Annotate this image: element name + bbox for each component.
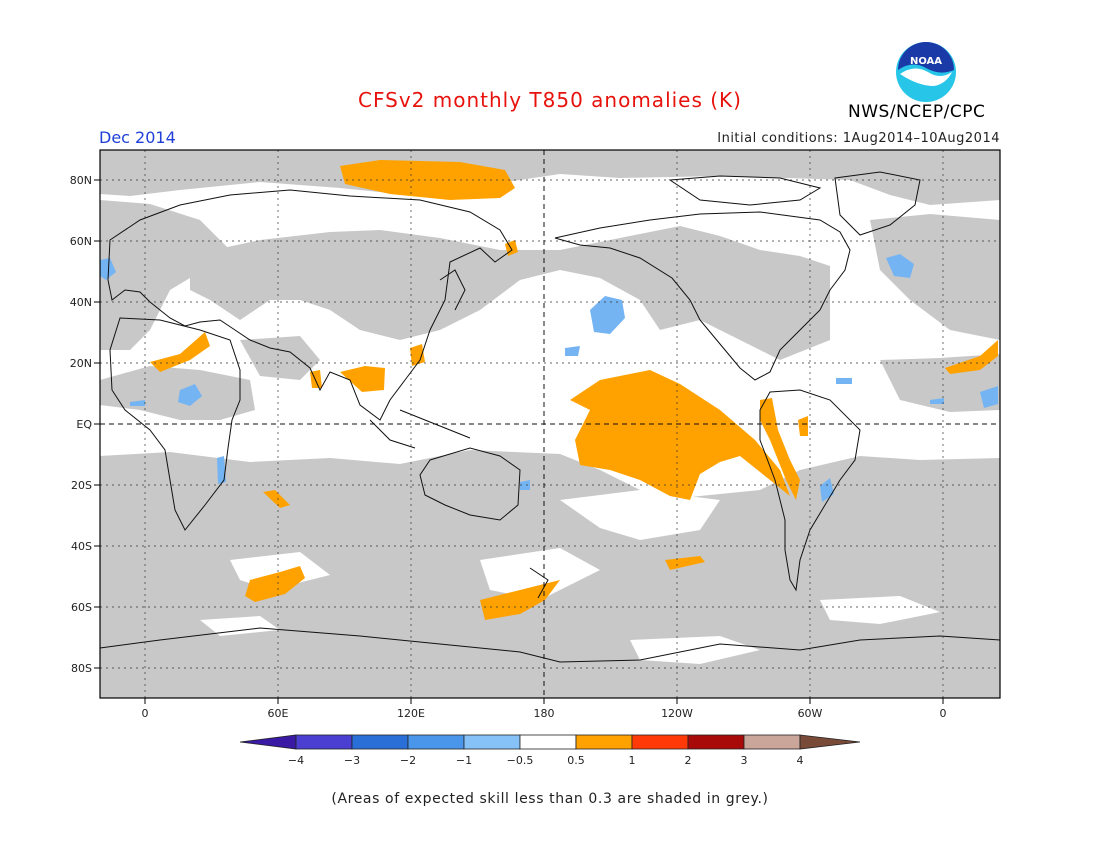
lon-tick-label: 120E xyxy=(397,707,425,720)
colorbar-swatch xyxy=(407,734,465,750)
colorbar-label: 1 xyxy=(629,754,636,767)
lat-tick-label: 60S xyxy=(71,601,92,614)
colorbar-swatch xyxy=(351,734,409,750)
colorbar-label: 2 xyxy=(685,754,692,767)
svg-text:NOAA: NOAA xyxy=(910,56,942,67)
colorbar-label: −0.5 xyxy=(507,754,534,767)
colorbar-swatch xyxy=(631,734,689,750)
agency-label: NWS/NCEP/CPC xyxy=(848,102,986,122)
equator-dateline xyxy=(100,150,1000,698)
initial-conditions-label: Initial conditions: 1Aug2014–10Aug2014 xyxy=(717,131,1000,146)
colorbar-label: 4 xyxy=(797,754,804,767)
colorbar-swatch xyxy=(687,734,745,750)
colorbar-swatch xyxy=(519,734,577,750)
lon-tick-label: 0 xyxy=(142,707,149,720)
lat-tick-label: 60N xyxy=(70,235,92,248)
colorbar-label: −1 xyxy=(456,754,472,767)
lat-tick-label: 80N xyxy=(70,174,92,187)
low-skill-grey-shading xyxy=(100,150,1000,698)
lon-tick-label: 180 xyxy=(534,707,555,720)
warm-anomaly-shading xyxy=(150,160,998,620)
coastlines xyxy=(99,171,1001,663)
colorbar-label: −3 xyxy=(344,754,360,767)
lat-tick-label: 20S xyxy=(71,479,92,492)
lon-tick-label: 0 xyxy=(940,707,947,720)
graticule xyxy=(100,150,1000,698)
noaa-logo: NOAA xyxy=(896,42,956,102)
colorbar-swatch xyxy=(239,734,297,750)
colorbar-swatch xyxy=(799,734,861,750)
chart-title: CFSv2 monthly T850 anomalies (K) xyxy=(358,88,742,112)
colorbar-swatch xyxy=(743,734,801,750)
colorbar-swatch xyxy=(295,734,353,750)
lat-tick-label: 40N xyxy=(70,296,92,309)
lat-tick-label: 40S xyxy=(71,540,92,553)
colorbar-label: −2 xyxy=(400,754,416,767)
colorbar-label: −4 xyxy=(288,754,304,767)
axis-ticks xyxy=(94,179,944,704)
lon-tick-label: 60E xyxy=(268,707,289,720)
colorbar-label: 3 xyxy=(741,754,748,767)
skill-footnote: (Areas of expected skill less than 0.3 a… xyxy=(331,791,769,807)
lon-tick-label: 60W xyxy=(798,707,823,720)
lon-tick-label: 120W xyxy=(661,707,693,720)
cool-anomaly-shading xyxy=(100,254,998,502)
colorbar-swatch xyxy=(463,734,521,750)
colorbar xyxy=(239,734,861,750)
lat-tick-label: 20N xyxy=(70,357,92,370)
colorbar-label: 0.5 xyxy=(567,754,585,767)
colorbar-swatch xyxy=(575,734,633,750)
lat-tick-label: 80S xyxy=(71,662,92,675)
valid-month-label: Dec 2014 xyxy=(99,128,176,147)
lat-tick-label: EQ xyxy=(76,418,92,431)
